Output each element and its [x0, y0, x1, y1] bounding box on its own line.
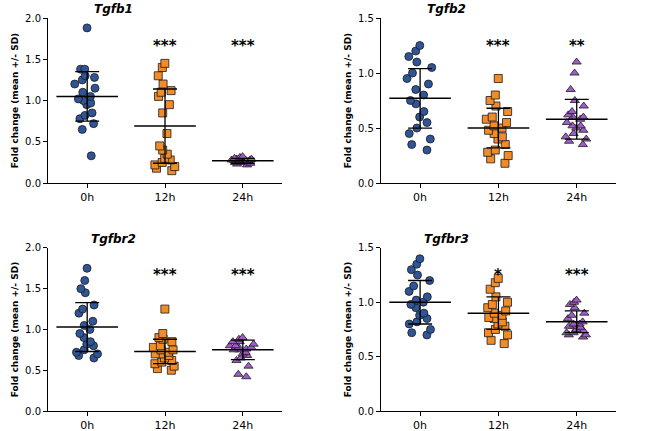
svg-text:Tgfbr2: Tgfbr2	[91, 232, 136, 246]
svg-text:12h: 12h	[155, 191, 176, 204]
svg-text:***: ***	[153, 37, 177, 55]
svg-text:0h: 0h	[413, 191, 427, 204]
svg-text:Tgfb2: Tgfb2	[427, 2, 466, 16]
svg-text:*: *	[494, 266, 502, 284]
svg-text:0.5: 0.5	[358, 123, 374, 134]
svg-text:Fold change (mean +/- SD): Fold change (mean +/- SD)	[343, 33, 353, 169]
svg-text:2.0: 2.0	[25, 13, 41, 24]
svg-text:0h: 0h	[413, 419, 427, 431]
svg-text:12h: 12h	[488, 419, 509, 431]
svg-text:24h: 24h	[232, 419, 253, 431]
svg-text:1.0: 1.0	[25, 95, 41, 106]
svg-text:24h: 24h	[232, 191, 253, 204]
svg-text:1.0: 1.0	[25, 324, 41, 335]
svg-text:Fold change (mean +/- SD): Fold change (mean +/- SD)	[10, 33, 20, 169]
svg-text:1.5: 1.5	[25, 283, 41, 294]
svg-text:0.5: 0.5	[358, 351, 374, 362]
svg-text:2.0: 2.0	[25, 242, 41, 253]
svg-text:0.5: 0.5	[25, 365, 41, 376]
svg-text:***: ***	[565, 266, 589, 284]
svg-text:24h: 24h	[566, 191, 587, 204]
svg-text:1.0: 1.0	[358, 297, 374, 308]
svg-text:***: ***	[486, 37, 510, 55]
svg-text:0.0: 0.0	[358, 406, 374, 417]
svg-text:12h: 12h	[488, 191, 509, 204]
svg-text:24h: 24h	[566, 419, 587, 431]
svg-text:1.5: 1.5	[358, 242, 374, 253]
svg-text:0.0: 0.0	[358, 178, 374, 189]
svg-text:0.5: 0.5	[25, 136, 41, 147]
svg-text:0h: 0h	[80, 419, 94, 431]
svg-text:Fold change (mean +/- SD): Fold change (mean +/- SD)	[10, 262, 20, 398]
svg-text:***: ***	[231, 266, 255, 284]
svg-text:0.0: 0.0	[25, 178, 41, 189]
svg-text:0.0: 0.0	[25, 406, 41, 417]
svg-text:1.5: 1.5	[358, 13, 374, 24]
svg-text:**: **	[569, 37, 585, 55]
svg-text:12h: 12h	[155, 419, 176, 431]
svg-text:0h: 0h	[80, 191, 94, 204]
svg-text:Tgfb1: Tgfb1	[94, 2, 133, 16]
svg-text:1.0: 1.0	[358, 68, 374, 79]
svg-text:***: ***	[231, 37, 255, 55]
svg-text:***: ***	[153, 266, 177, 284]
svg-text:Fold change (mean +/- SD): Fold change (mean +/- SD)	[343, 262, 353, 398]
svg-text:1.5: 1.5	[25, 54, 41, 65]
svg-text:Tgfbr3: Tgfbr3	[424, 232, 469, 246]
